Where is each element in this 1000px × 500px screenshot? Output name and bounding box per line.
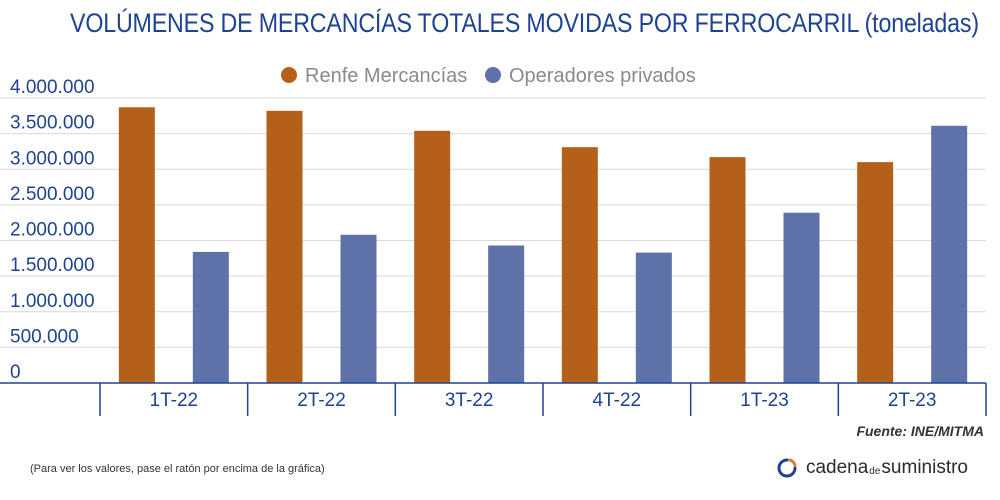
y-tick-label: 0 <box>10 362 21 383</box>
bar-1T-22-2 <box>192 251 229 383</box>
y-tick-label: 2.500.000 <box>10 184 95 205</box>
bar-2T-22-1 <box>266 110 303 383</box>
source-note: Fuente: INE/MITMA <box>856 423 984 439</box>
bar-2T-23-2 <box>931 125 968 383</box>
brand-text-1: cadena <box>805 457 869 478</box>
bar-2T-22-2 <box>340 234 377 383</box>
bar-1T-23-2 <box>783 212 820 383</box>
legend-marker-2 <box>485 67 501 83</box>
bar-4T-22-2 <box>635 252 672 383</box>
x-tick-label: 2T-22 <box>297 390 346 411</box>
bar-1T-22-1 <box>118 107 155 383</box>
x-tick-label: 2T-23 <box>888 390 937 411</box>
brand-logo: cadena de suministro <box>776 457 968 479</box>
bar-3T-22-2 <box>488 245 525 383</box>
legend-label-2: Operadores privados <box>509 65 696 87</box>
bar-2T-23-1 <box>857 162 894 383</box>
x-tick-label: 3T-22 <box>445 390 494 411</box>
x-tick-label: 4T-22 <box>593 390 642 411</box>
y-tick-label: 2.000.000 <box>10 220 95 241</box>
bar-3T-22-1 <box>414 130 451 383</box>
brand-text-2: de <box>869 465 881 477</box>
y-tick-label: 500.000 <box>10 326 79 347</box>
brand-text-3: suministro <box>881 457 968 478</box>
y-tick-label: 3.500.000 <box>10 113 95 134</box>
legend-label-1: Renfe Mercancías <box>305 65 467 87</box>
bar-1T-23-1 <box>709 157 746 383</box>
x-tick-label: 1T-22 <box>150 390 199 411</box>
y-tick-label: 1.000.000 <box>10 291 95 312</box>
legend-marker-1 <box>281 67 297 83</box>
chart-title: VOLÚMENES DE MERCANCÍAS TOTALES MOVIDAS … <box>70 8 979 38</box>
footnote: (Para ver los valores, pase el ratón por… <box>30 463 325 475</box>
y-tick-label: 1.500.000 <box>10 255 95 276</box>
brand-icon <box>777 458 797 478</box>
y-tick-label: 3.000.000 <box>10 148 95 169</box>
y-tick-label: 4.000.000 <box>10 77 95 98</box>
bar-4T-22-1 <box>561 147 598 383</box>
x-tick-label: 1T-23 <box>740 390 789 411</box>
